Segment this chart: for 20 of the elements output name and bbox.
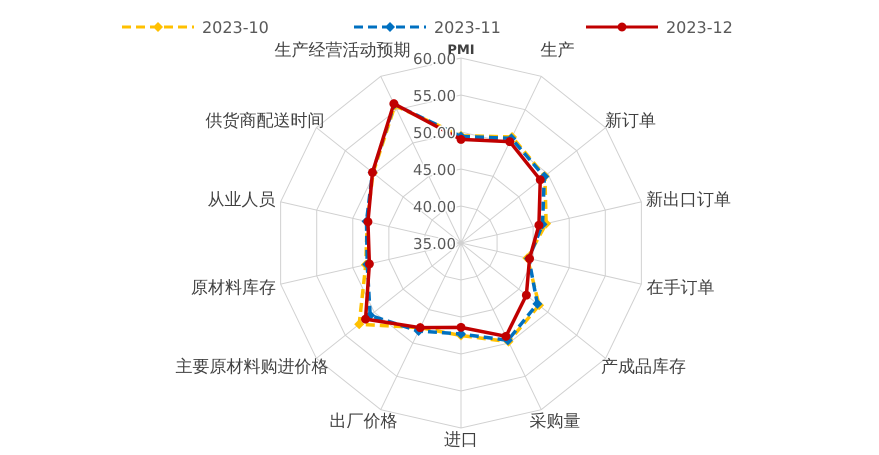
spoke-label: 新订单 xyxy=(604,111,656,132)
y-tick-label: 45.00 xyxy=(413,161,456,179)
spoke-label: 生产 xyxy=(540,40,574,60)
spoke-label: 出厂价格 xyxy=(329,411,398,432)
spoke-label: 主要原材料购进价格 xyxy=(175,356,328,377)
legend-label: 2023-12 xyxy=(666,18,733,37)
spoke-label: 进口 xyxy=(444,430,478,450)
spoke-label: 从业人员 xyxy=(208,190,276,210)
spoke-label: 原材料库存 xyxy=(190,278,276,298)
legend-label: 2023-11 xyxy=(434,18,501,37)
y-tick-label: 55.00 xyxy=(413,87,456,105)
y-tick-label: 40.00 xyxy=(413,198,456,216)
legend-label: 2023-10 xyxy=(202,18,269,37)
spoke-label: 生产经营活动预期 xyxy=(274,40,411,60)
y-tick-label: 35.00 xyxy=(413,235,456,253)
spoke-label: 在手订单 xyxy=(646,278,714,298)
spoke-label: 新出口订单 xyxy=(646,190,732,210)
spoke-label: 供货商配送时间 xyxy=(206,111,325,132)
spoke-label: 产成品库存 xyxy=(601,356,686,377)
spoke-label: 采购量 xyxy=(529,411,580,432)
